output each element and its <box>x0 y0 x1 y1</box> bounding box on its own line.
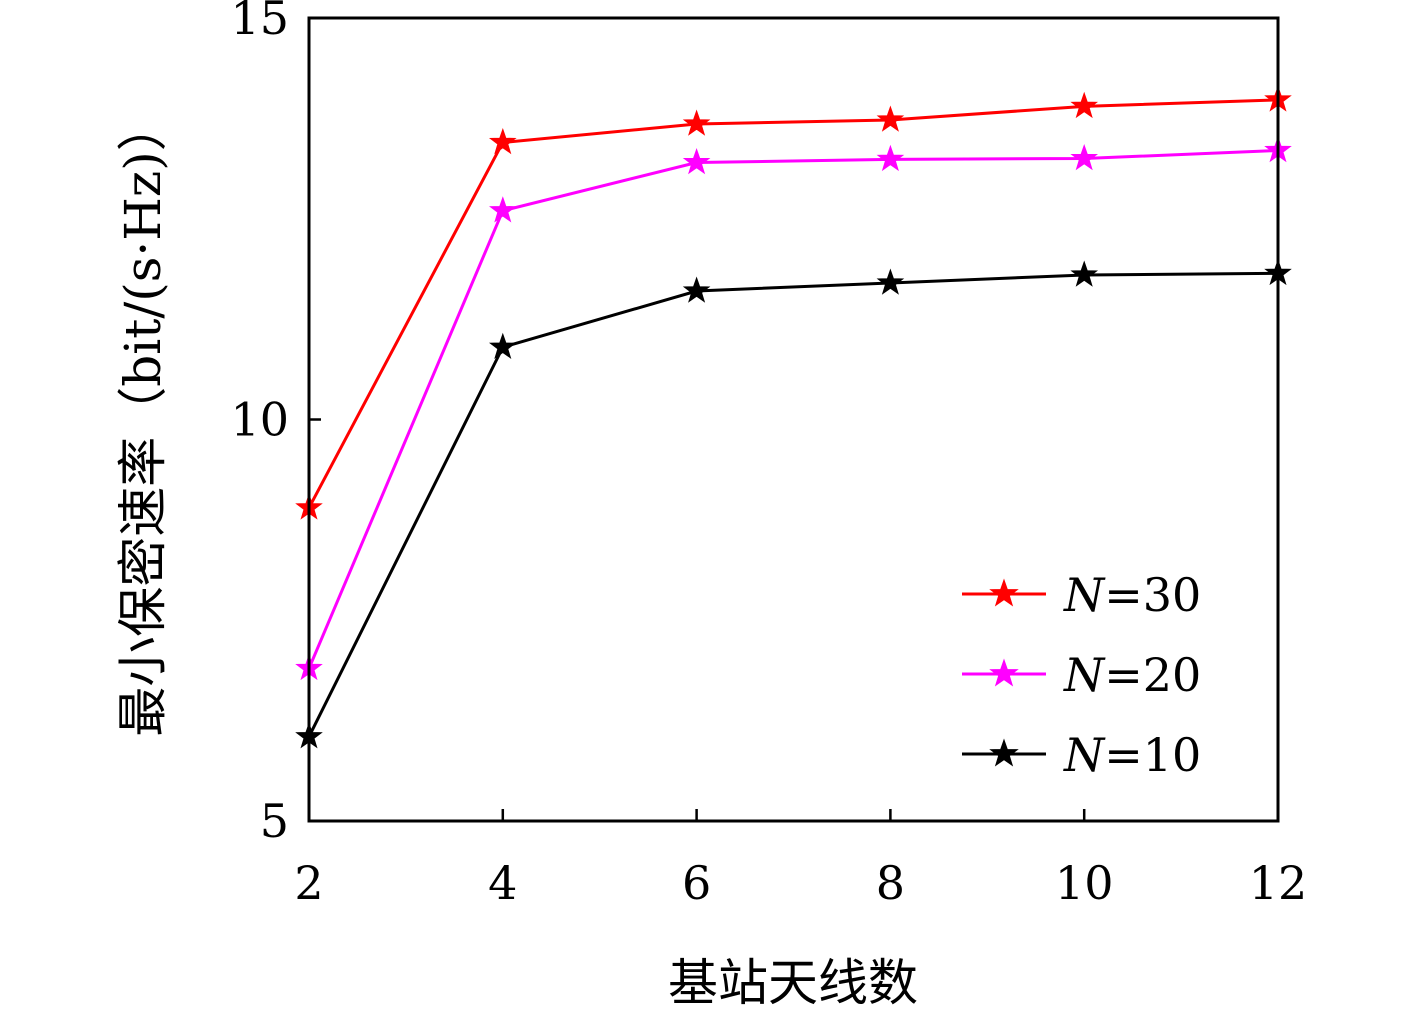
x-axis-title: 基站天线数 <box>668 954 918 1009</box>
data-point <box>488 332 517 359</box>
series-line-2 <box>307 271 1279 738</box>
ticks-layer: 2 4 6 8 10 12 5 10 15 <box>230 0 1307 910</box>
data-point <box>488 127 517 155</box>
legend-marker <box>989 738 1019 767</box>
x-tick-label: 12 <box>1249 856 1308 910</box>
legend-marker <box>989 658 1019 687</box>
data-point <box>876 268 905 295</box>
x-tick-label: 8 <box>876 856 905 910</box>
y-tick-label: 15 <box>230 0 289 45</box>
legend-label: N=30 <box>1063 568 1201 622</box>
series-line-0 <box>307 98 1279 509</box>
data-point <box>682 148 711 175</box>
data-point <box>1070 91 1099 119</box>
x-tick-label: 10 <box>1055 856 1114 910</box>
y-axis-title: 最小保密速率（bit/(s·Hz)） <box>114 101 172 736</box>
x-tick-label: 4 <box>488 856 517 910</box>
legend: N=30 N=20 N=10 <box>962 568 1201 782</box>
data-point <box>488 196 517 223</box>
legend-marker <box>989 578 1019 607</box>
series-line-1 <box>307 149 1279 670</box>
x-tick-label: 6 <box>682 856 711 910</box>
legend-label: N=10 <box>1063 728 1201 782</box>
data-point <box>682 109 711 136</box>
y-tick-label: 5 <box>260 794 289 848</box>
legend-label: N=20 <box>1063 648 1201 702</box>
data-point <box>876 105 905 132</box>
data-point <box>876 144 905 172</box>
data-point <box>682 276 711 303</box>
data-point <box>1070 144 1099 171</box>
x-tick-label: 2 <box>294 856 323 910</box>
y-tick-label: 10 <box>230 393 289 447</box>
data-point <box>1070 260 1099 287</box>
